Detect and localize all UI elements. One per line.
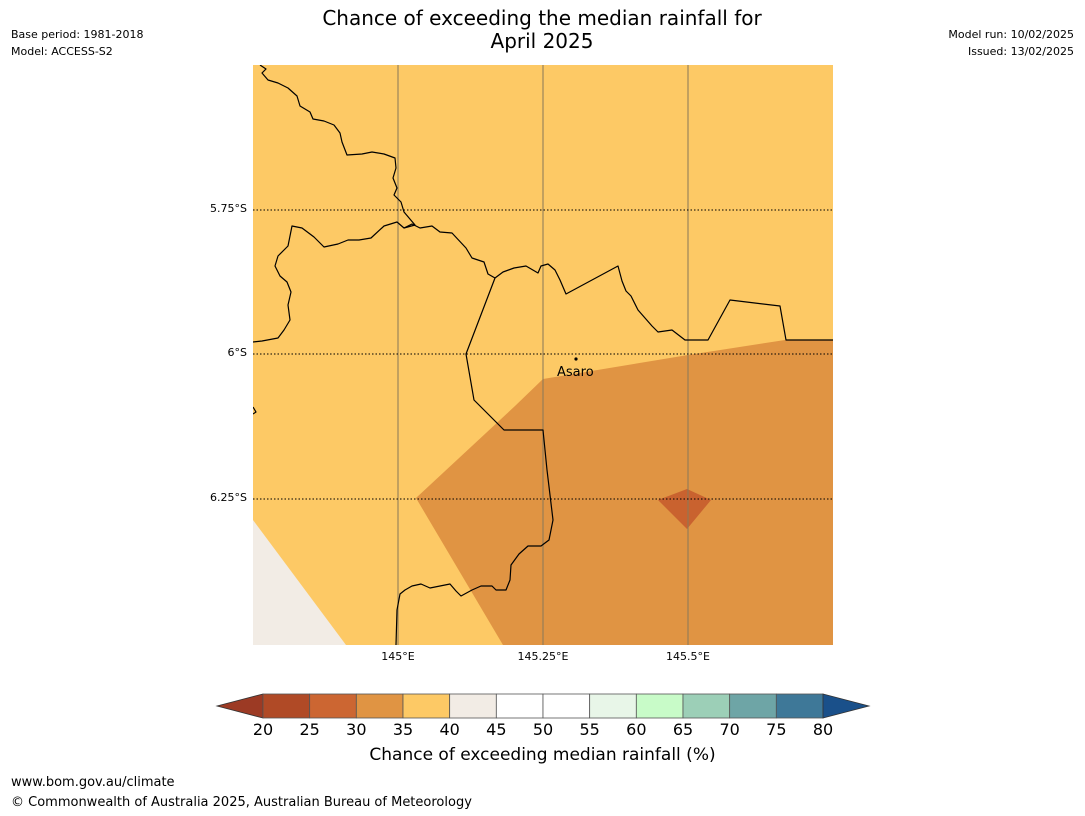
map-title: Chance of exceeding the median rainfall … bbox=[242, 7, 842, 53]
lat-tick-0: 5.75°S bbox=[210, 202, 247, 215]
asaro-marker bbox=[574, 357, 578, 361]
header-right-meta: Model run: 10/02/2025 Issued: 13/02/2025 bbox=[948, 26, 1074, 60]
colorbar-title: Chance of exceeding median rainfall (%) bbox=[369, 745, 716, 765]
colorbar-tick-label: 45 bbox=[486, 720, 507, 739]
longitude-gridlines bbox=[397, 65, 689, 645]
lat-tick-2: 6.25°S bbox=[210, 491, 247, 504]
base-period-text: Base period: 1981-2018 bbox=[11, 28, 144, 41]
colorbar-tick-label: 20 bbox=[252, 720, 274, 739]
colorbar-tick-label: 55 bbox=[579, 720, 600, 739]
lon-tick-0: 145°E bbox=[381, 650, 415, 663]
footer-url: www.bom.gov.au/climate bbox=[11, 775, 175, 790]
region-40-45-percent bbox=[253, 520, 346, 645]
title-line-1: Chance of exceeding the median rainfall … bbox=[322, 6, 762, 30]
colorbar-tick-label: 30 bbox=[346, 720, 367, 739]
lon-tick-2: 145.5°E bbox=[666, 650, 710, 663]
province-boundaries bbox=[253, 65, 833, 645]
colorbar-tick-label: 25 bbox=[299, 720, 320, 739]
lat-tick-1: 6°S bbox=[227, 346, 247, 359]
colorbar-tick-label: 35 bbox=[392, 720, 414, 739]
header-left-meta: Base period: 1981-2018 Model: ACCESS-S2 bbox=[11, 26, 143, 60]
asaro-label: Asaro bbox=[557, 365, 594, 380]
map-canvas bbox=[253, 65, 833, 645]
colorbar-tick-label: 50 bbox=[532, 720, 554, 739]
colorbar-tick-label: 65 bbox=[672, 720, 694, 739]
model-run-text: Model run: 10/02/2025 bbox=[948, 28, 1074, 41]
colorbar-tick-label: 40 bbox=[439, 720, 460, 739]
lon-tick-1: 145.25°E bbox=[517, 650, 569, 663]
region-30-35-percent bbox=[416, 340, 833, 645]
colorbar-tick-label: 70 bbox=[719, 720, 740, 739]
model-text: Model: ACCESS-S2 bbox=[11, 45, 113, 58]
title-line-2: April 2025 bbox=[490, 29, 594, 53]
colorbar-tick-label: 75 bbox=[766, 720, 787, 739]
latitude-gridlines bbox=[253, 209, 833, 500]
colorbar-tick-label: 80 bbox=[812, 720, 834, 739]
colorbar-tick-label: 60 bbox=[626, 720, 647, 739]
issued-text: Issued: 13/02/2025 bbox=[967, 45, 1074, 58]
footer-copyright: © Commonwealth of Australia 2025, Austra… bbox=[11, 795, 472, 810]
